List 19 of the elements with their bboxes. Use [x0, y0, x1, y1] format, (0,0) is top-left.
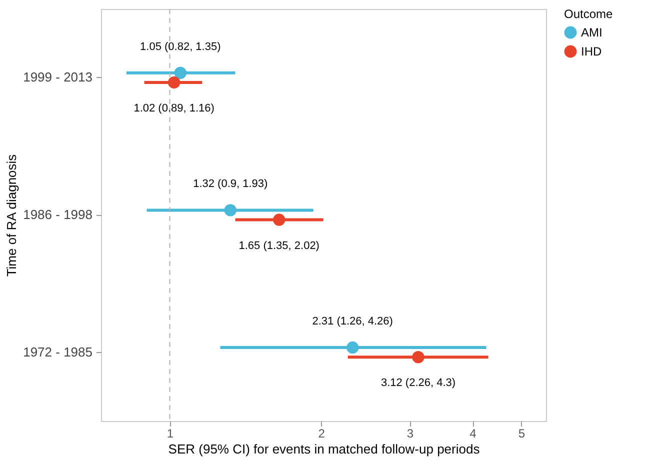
y-tick-label: 1986 - 1998 — [23, 207, 92, 222]
x-axis-title: SER (95% CI) for events in matched follow-up periods — [168, 442, 480, 456]
y-tick-label: 1999 - 2013 — [23, 70, 92, 85]
data-label: 1.32 (0.9, 1.93) — [193, 178, 268, 190]
x-tick-label: 4 — [470, 426, 477, 440]
x-tick-label: 5 — [518, 426, 526, 440]
x-tick-label: 2 — [318, 426, 326, 440]
data-label: 1.02 (0.89, 1.16) — [134, 102, 214, 114]
legend-label: AMI — [581, 26, 602, 40]
y-tick-label: 1972 - 1985 — [23, 344, 92, 360]
x-tick-label: 3 — [406, 426, 414, 440]
legend-title: Outcome — [564, 7, 614, 21]
y-axis-title: Time of RA diagnosis — [4, 154, 20, 277]
x-tick-label: 1 — [166, 426, 174, 440]
data-label: 3.12 (2.26, 4.3) — [380, 377, 456, 390]
data-label: 1.05 (0.82, 1.35) — [140, 40, 221, 53]
data-label: 2.31 (1.26, 4.26) — [312, 316, 393, 328]
data-label: 1.65 (1.35, 2.02) — [238, 240, 320, 252]
legend-label: IHD — [581, 44, 602, 58]
